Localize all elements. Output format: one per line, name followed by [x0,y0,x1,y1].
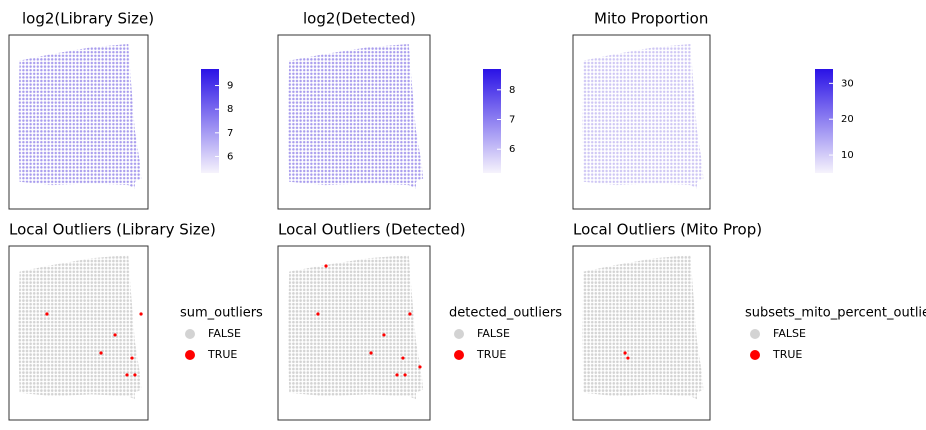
outlier-spot [99,351,103,355]
legend-label: FALSE [477,327,510,340]
outlier-spot [623,351,627,355]
outlier-spot [316,312,320,316]
colorbar-label: 6 [227,151,233,162]
tissue-spots [18,43,142,189]
tissue-spots [582,254,704,400]
outlier-spot [401,356,405,360]
colorbar-label: 7 [227,128,233,139]
tissue-spots [287,43,424,189]
panel-title: log2(Library Size) [22,10,154,28]
panel-title: Mito Proportion [594,10,708,28]
colorbar-label: 10 [841,150,854,161]
colorbar-label: 6 [509,144,515,155]
panel-title: Local Outliers (Library Size) [9,221,216,239]
legend-label: TRUE [207,348,237,361]
outlier-spot [130,356,134,360]
outlier-spot [133,373,137,377]
panel-title: log2(Detected) [303,10,416,28]
legend-key [185,350,195,360]
outlier-spot [408,312,412,316]
colorbar-label: 7 [509,115,515,126]
tissue-spots [18,254,142,400]
colorbar [483,69,501,173]
colorbar-label: 30 [841,78,854,89]
outlier-spot [369,351,373,355]
legend-title: detected_outliers [449,306,562,321]
legend-label: TRUE [476,348,506,361]
legend-key [454,329,464,339]
colorbar [201,69,219,173]
legend-key [750,350,760,360]
legend-key [750,329,760,339]
outlier-spot [139,312,143,316]
outlier-spot [626,356,630,360]
colorbar-label: 20 [841,114,854,125]
outlier-spot [403,373,407,377]
outlier-spot [395,373,399,377]
outlier-spot [418,365,422,369]
outlier-spot [324,264,328,268]
legend-label: FALSE [208,327,241,340]
outlier-spot [125,373,129,377]
legend-key [454,350,464,360]
legend-title: subsets_mito_percent_outliers [745,306,926,321]
outlier-spot [45,312,49,316]
colorbar-label: 9 [227,81,233,92]
colorbar-label: 8 [227,104,233,115]
legend-key [185,329,195,339]
panel-title: Local Outliers (Detected) [278,221,466,239]
legend-title: sum_outliers [180,306,263,321]
colorbar [815,69,833,173]
outlier-spot [113,333,117,337]
tissue-spots [582,43,704,189]
outlier-spot [382,333,386,337]
legend-label: FALSE [773,327,806,340]
panel-title: Local Outliers (Mito Prop) [573,221,762,239]
legend-label: TRUE [772,348,802,361]
colorbar-label: 8 [509,85,515,96]
tissue-spots [287,254,424,400]
